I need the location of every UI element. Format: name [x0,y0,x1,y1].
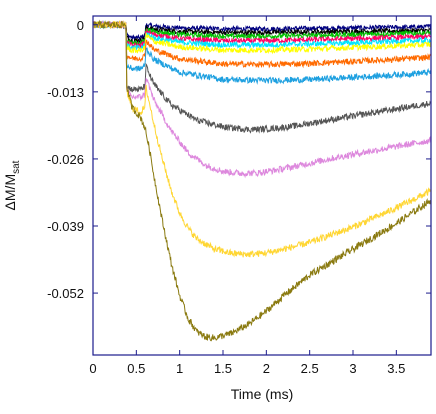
series-layer [92,19,432,342]
series-line-8 [92,20,432,85]
y-tick-label: -0.052 [47,286,84,301]
x-tick-label: 2.5 [301,361,319,376]
x-tick-label: 3.5 [387,361,405,376]
series-line-7 [92,20,432,69]
series-line-5 [92,22,432,52]
tick-layer: 0 0.5 1 1.5 2 2.5 3 3.5 0 -0.013 -0.026 -0.039 -0.05… [47,16,431,376]
series-line-2 [92,20,432,44]
y-tick-label: -0.039 [47,219,84,234]
series-line-12 [92,19,432,342]
x-tick-label: 1 [176,361,183,376]
x-tick-label: 2 [263,361,270,376]
y-tick-label: -0.013 [47,85,84,100]
y-tick-label: 0 [77,18,84,33]
x-tick-label: 1.5 [214,361,232,376]
y-axis-title: ΔM/Msat [2,160,22,210]
y-axis-title-main: ΔM/M [2,174,18,211]
series-line-3 [92,20,432,46]
series-line-10 [92,20,432,179]
y-axis-title-subscript: sat [11,160,22,174]
plot-frame [92,15,432,356]
series-line-9 [92,20,432,134]
x-tick-label: 3 [349,361,356,376]
series-line-6 [92,20,432,55]
x-tick-label: 0.5 [127,361,145,376]
x-tick-label: 0 [89,361,96,376]
series-line-11 [92,20,432,258]
x-axis-title: Time (ms) [231,386,293,402]
y-tick-label: -0.026 [47,152,84,167]
series-line-1 [92,20,432,41]
